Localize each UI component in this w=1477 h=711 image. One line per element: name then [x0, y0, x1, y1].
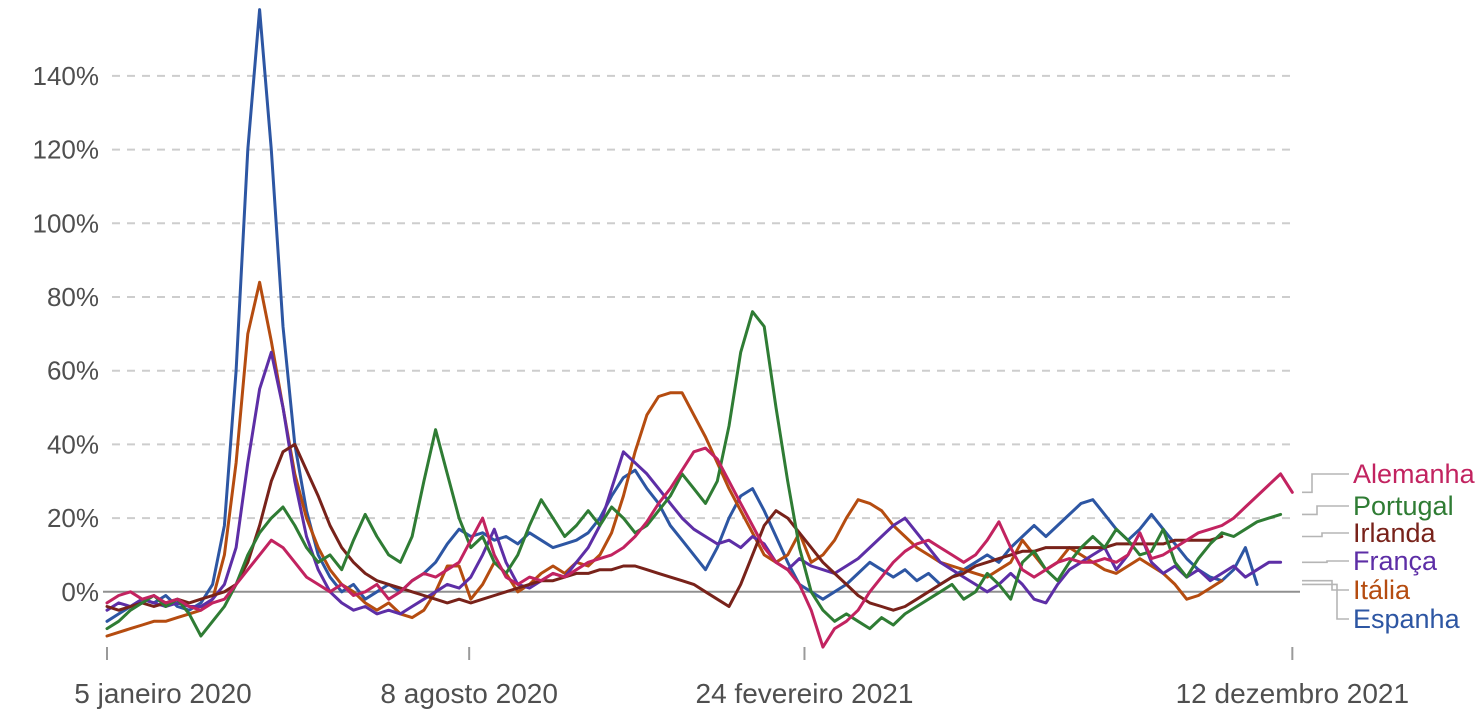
legend-leader-irlanda [1302, 532, 1349, 538]
legend-leader-alemanha [1302, 473, 1349, 494]
legend-leader-espanha [1302, 583, 1349, 620]
series-lines [105, 8, 1294, 649]
x-tick-label: 12 dezembro 2021 [1176, 678, 1410, 709]
legend-label-espanha[interactable]: Espanha [1353, 604, 1461, 634]
legend-leader-italia [1302, 579, 1349, 591]
y-tick-label: 20% [47, 503, 99, 533]
y-tick-label: 140% [33, 61, 100, 91]
y-tick-label: 100% [33, 208, 100, 238]
legend-label-irlanda[interactable]: Irlanda [1353, 518, 1437, 548]
legend-label-franca[interactable]: França [1353, 546, 1438, 576]
series-line-franca [105, 350, 1283, 616]
series-line-alemanha [105, 446, 1294, 649]
legend-label-italia[interactable]: Itália [1353, 575, 1411, 605]
y-tick-label: 120% [33, 135, 100, 165]
series-line-irlanda [105, 442, 1224, 612]
y-tick-label: 60% [47, 356, 99, 386]
series-line-espanha [105, 8, 1259, 623]
legend: AlemanhaPortugalIrlandaFrançaItáliaEspan… [1302, 459, 1476, 634]
series-line-italia [105, 280, 1224, 638]
legend-label-portugal[interactable]: Portugal [1353, 491, 1454, 521]
x-axis: 5 janeiro 2020 8 agosto 2020 24 fevereiro … [74, 647, 1409, 709]
x-tick-label: 5 janeiro 2020 [74, 678, 251, 709]
y-tick-label: 0% [61, 577, 99, 607]
legend-leader-franca [1302, 560, 1349, 564]
series-line-portugal [105, 310, 1283, 638]
x-tick-label: 8 agosto 2020 [380, 678, 558, 709]
legend-label-alemanha[interactable]: Alemanha [1353, 459, 1476, 489]
y-tick-label: 80% [47, 282, 99, 312]
x-tick-label: 24 fevereiro 2021 [696, 678, 914, 709]
y-axis-labels: 0% 20% 40% 60% 80% 100% 120% 140% [33, 61, 100, 607]
y-tick-label: 40% [47, 429, 99, 459]
legend-leader-portugal [1302, 505, 1349, 516]
